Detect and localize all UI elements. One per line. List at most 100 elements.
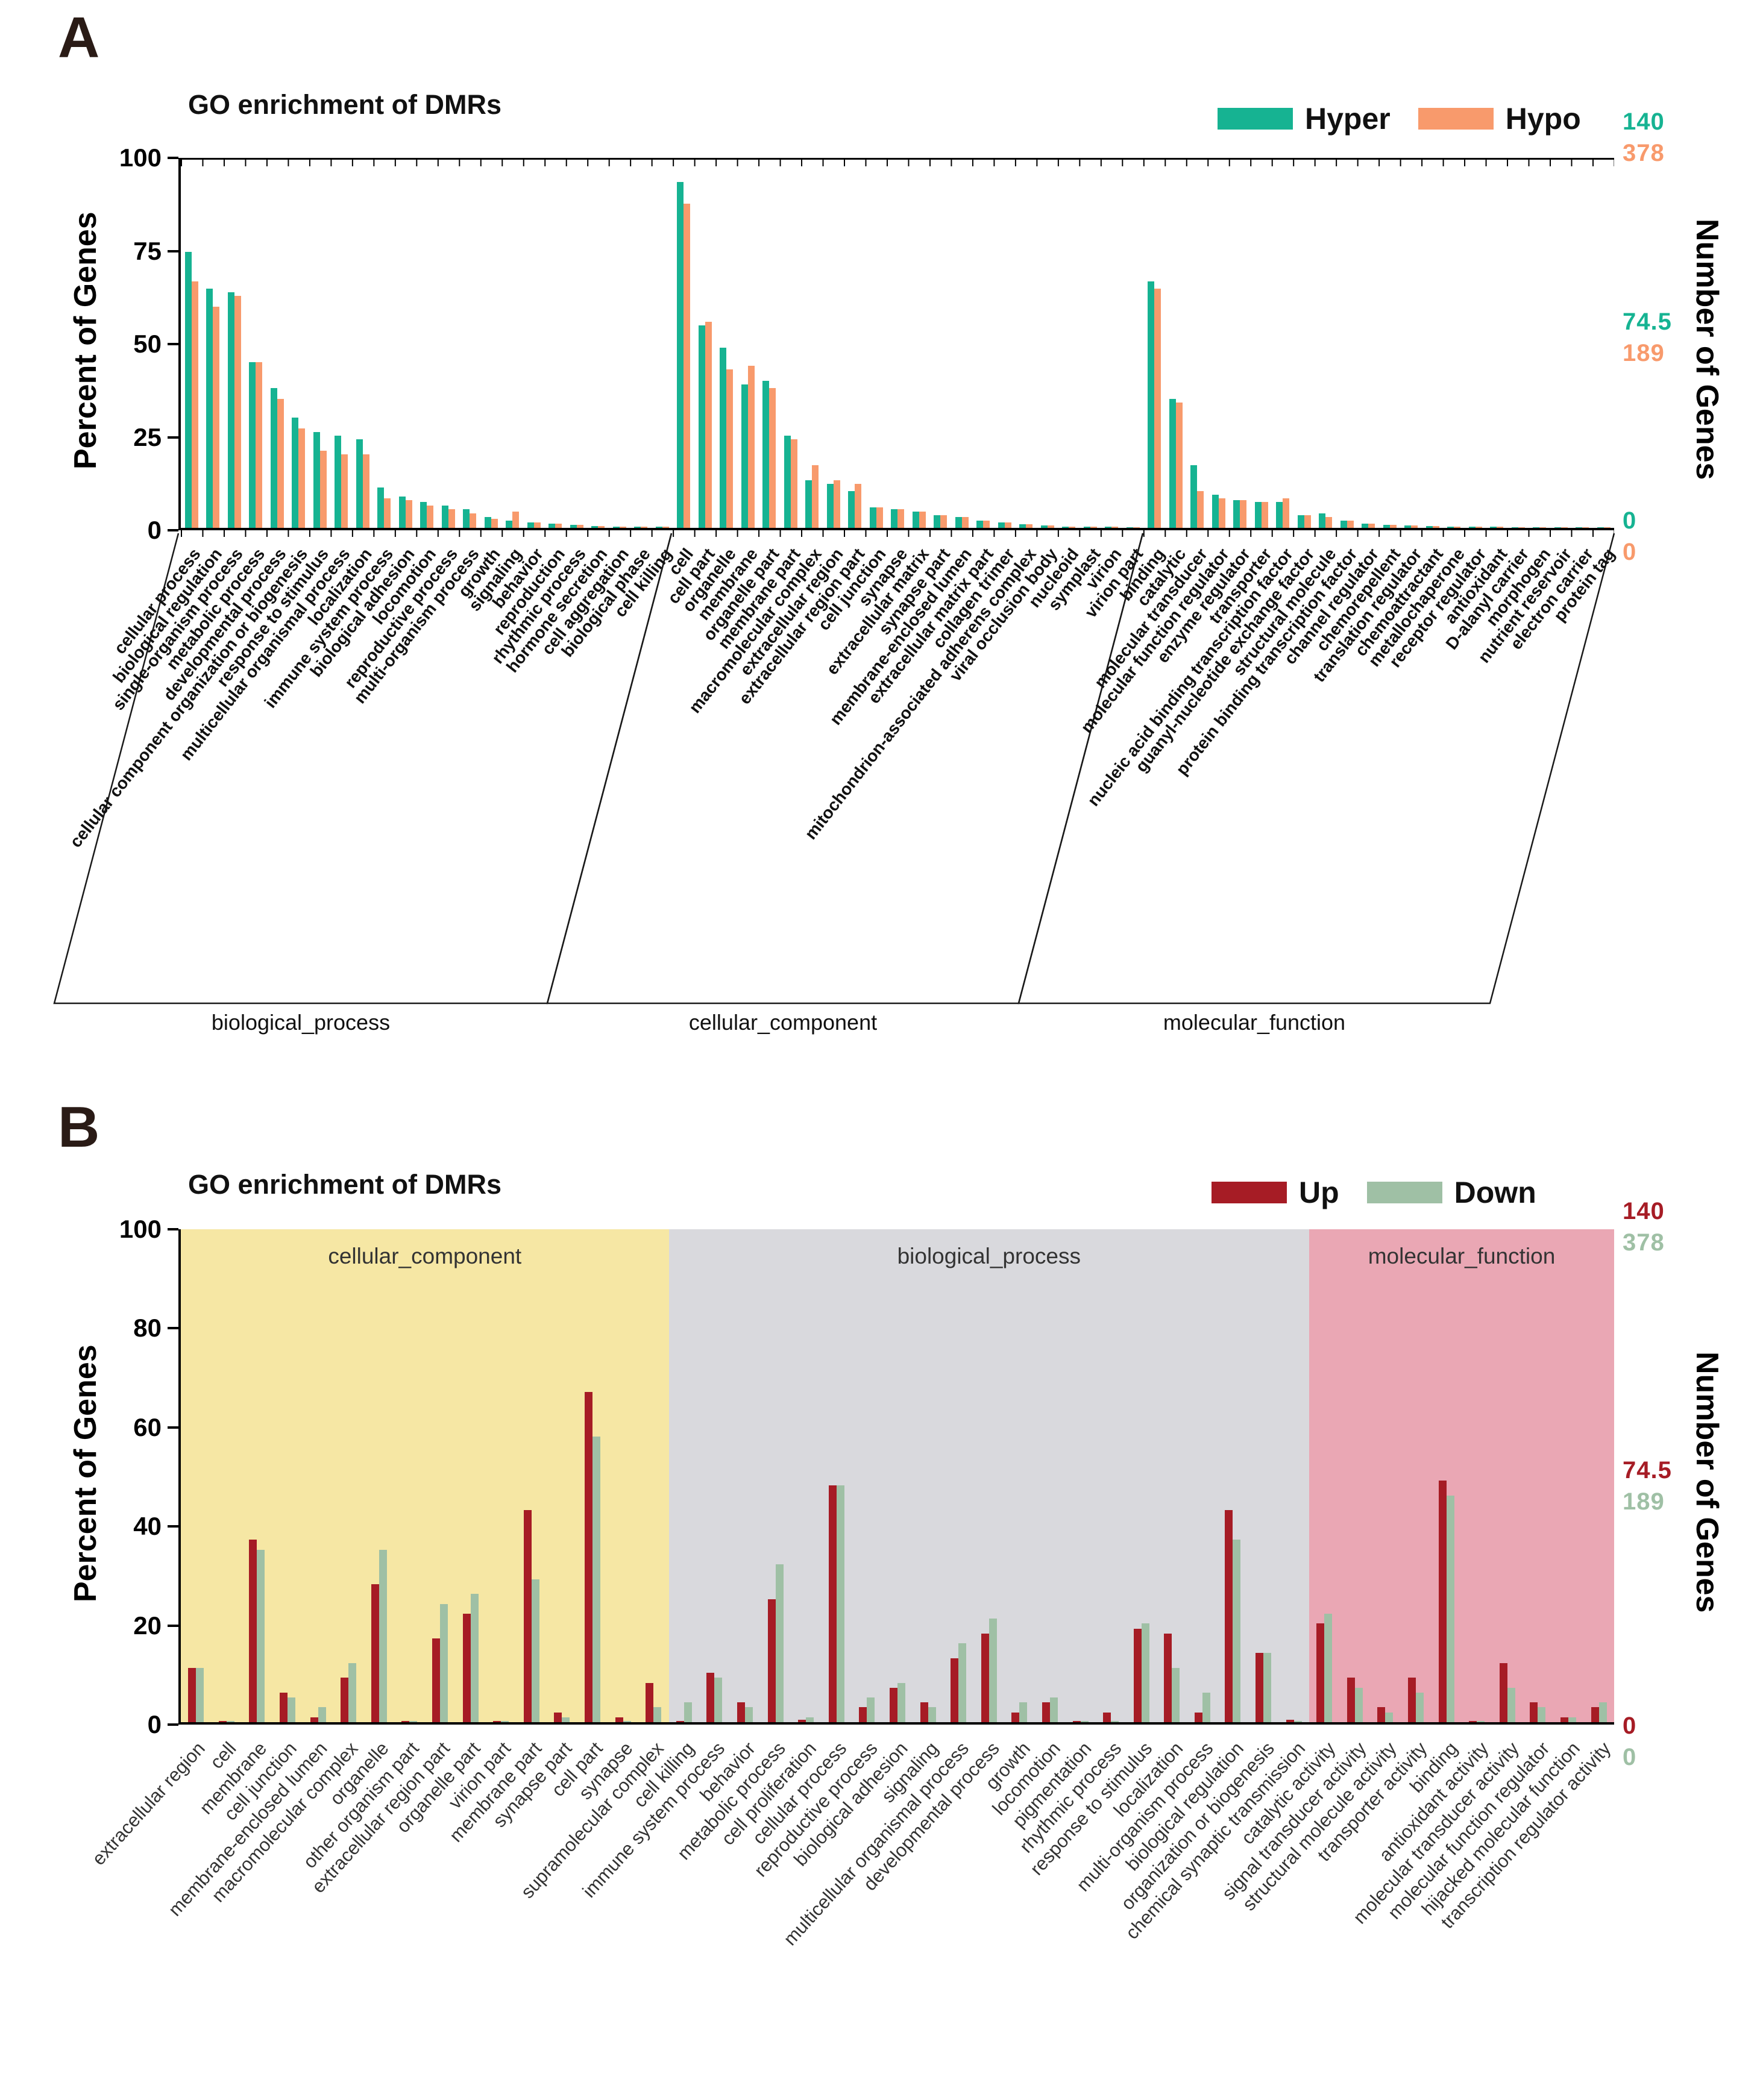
bar-down: [592, 1436, 601, 1722]
panel-b-xlabels: extracellular region cell membrane cell jun…: [88, 1733, 1615, 2095]
bars-layer: [181, 1229, 1614, 1722]
bar-group: [1065, 1229, 1096, 1722]
bar-group: [973, 160, 995, 528]
bar-group: [1126, 1229, 1157, 1722]
bar-hyper: [634, 527, 641, 528]
bar-hyper: [1169, 399, 1176, 528]
bar-down: [836, 1485, 844, 1722]
bar-group: [1336, 160, 1358, 528]
bar-hypo: [1261, 502, 1268, 528]
bar-up: [1499, 1663, 1507, 1722]
bar-group: [425, 1229, 456, 1722]
bar-hypo: [1026, 524, 1033, 528]
bar-hypo: [1175, 403, 1183, 528]
y-tick-label: 75: [133, 236, 162, 265]
bar-group: [951, 160, 973, 528]
bar-up: [585, 1391, 593, 1722]
bar-hyper: [1105, 527, 1112, 528]
bar-hyper: [1083, 527, 1090, 528]
bar-up: [1286, 1719, 1294, 1722]
bar-up: [1469, 1721, 1477, 1722]
bar-hypo: [855, 483, 862, 528]
bar-group: [908, 160, 930, 528]
y-tick-mark: [168, 1525, 178, 1528]
bar-hyper: [1511, 527, 1518, 528]
bar-hypo: [213, 307, 220, 528]
bar-group: [1251, 160, 1272, 528]
bar-hypo: [533, 522, 541, 528]
bar-group: [1401, 160, 1422, 528]
bar-group: [203, 160, 224, 528]
bar-up: [1225, 1510, 1233, 1722]
bar-group: [545, 160, 567, 528]
bar-hyper: [398, 497, 406, 528]
bar-group: [852, 1229, 882, 1722]
panel-a-title: GO enrichment of DMRs: [188, 89, 502, 120]
y-tick: 20: [133, 1611, 178, 1640]
y-tick: 50: [133, 330, 178, 359]
bar-up: [798, 1719, 806, 1722]
bar-group: [823, 160, 844, 528]
bar-hypo: [1218, 498, 1225, 528]
bar-hyper: [184, 251, 192, 528]
bar-down: [318, 1707, 326, 1722]
bar-up: [646, 1682, 654, 1722]
bar-group: [395, 160, 416, 528]
bar-group: [1080, 160, 1101, 528]
right-axis-mid-down: 189: [1623, 1488, 1665, 1515]
panel-b-title: GO enrichment of DMRs: [188, 1169, 502, 1200]
bar-group: [309, 160, 331, 528]
y-tick-mark: [168, 1426, 178, 1429]
right-axis-zero-hypo: 0: [1623, 539, 1637, 565]
bar-hyper: [1447, 526, 1454, 528]
bar-down: [1416, 1692, 1424, 1722]
bar-hyper: [1490, 527, 1497, 528]
bar-hypo: [1411, 525, 1418, 528]
bar-group: [1492, 1229, 1523, 1722]
bar-hyper: [1404, 525, 1412, 528]
bar-down: [684, 1702, 692, 1722]
bar-down: [988, 1619, 997, 1722]
bar-down: [1598, 1702, 1607, 1722]
bar-down: [897, 1682, 905, 1722]
bar-group: [416, 160, 438, 528]
bar-down: [440, 1603, 448, 1722]
bar-up: [828, 1485, 837, 1722]
bar-hyper: [1126, 527, 1133, 528]
bar-group: [694, 160, 716, 528]
bar-group: [577, 1229, 608, 1722]
bar-hypo: [812, 465, 819, 528]
bar-hyper: [270, 387, 277, 528]
bar-hypo: [362, 454, 369, 528]
bar-group: [943, 1229, 974, 1722]
panel-a-yaxis: 0 25 50 75 100: [0, 143, 178, 544]
bar-group: [630, 160, 652, 528]
y-tick-label: 0: [147, 516, 162, 544]
bar-group: [1465, 160, 1486, 528]
bar-hypo: [726, 369, 734, 528]
bar-down: [1141, 1623, 1149, 1722]
bar-hypo: [833, 480, 840, 528]
panel-a-right-ylabel: Number of Genes: [1689, 219, 1724, 480]
bar-up: [737, 1702, 745, 1722]
bar-group: [1278, 1229, 1309, 1722]
bar-hypo: [1497, 527, 1504, 528]
bar-hyper: [998, 522, 1005, 528]
bar-group: [242, 1229, 272, 1722]
bar-up: [1072, 1721, 1081, 1722]
bar-group: [1444, 160, 1465, 528]
bar-down: [348, 1663, 357, 1722]
bar-up: [218, 1720, 227, 1722]
bar-hyper: [1597, 527, 1604, 528]
bar-up: [615, 1717, 623, 1722]
group-title-molecular_function: molecular_function: [1368, 1244, 1556, 1268]
y-tick-mark: [168, 1723, 178, 1726]
bar-group: [1144, 160, 1166, 528]
bar-hypo: [555, 523, 562, 528]
y-tick: 0: [148, 1710, 178, 1739]
bar-group: [517, 1229, 547, 1722]
bar-hypo: [405, 500, 412, 528]
bar-hypo: [256, 362, 263, 528]
bar-group: [1583, 1229, 1614, 1722]
